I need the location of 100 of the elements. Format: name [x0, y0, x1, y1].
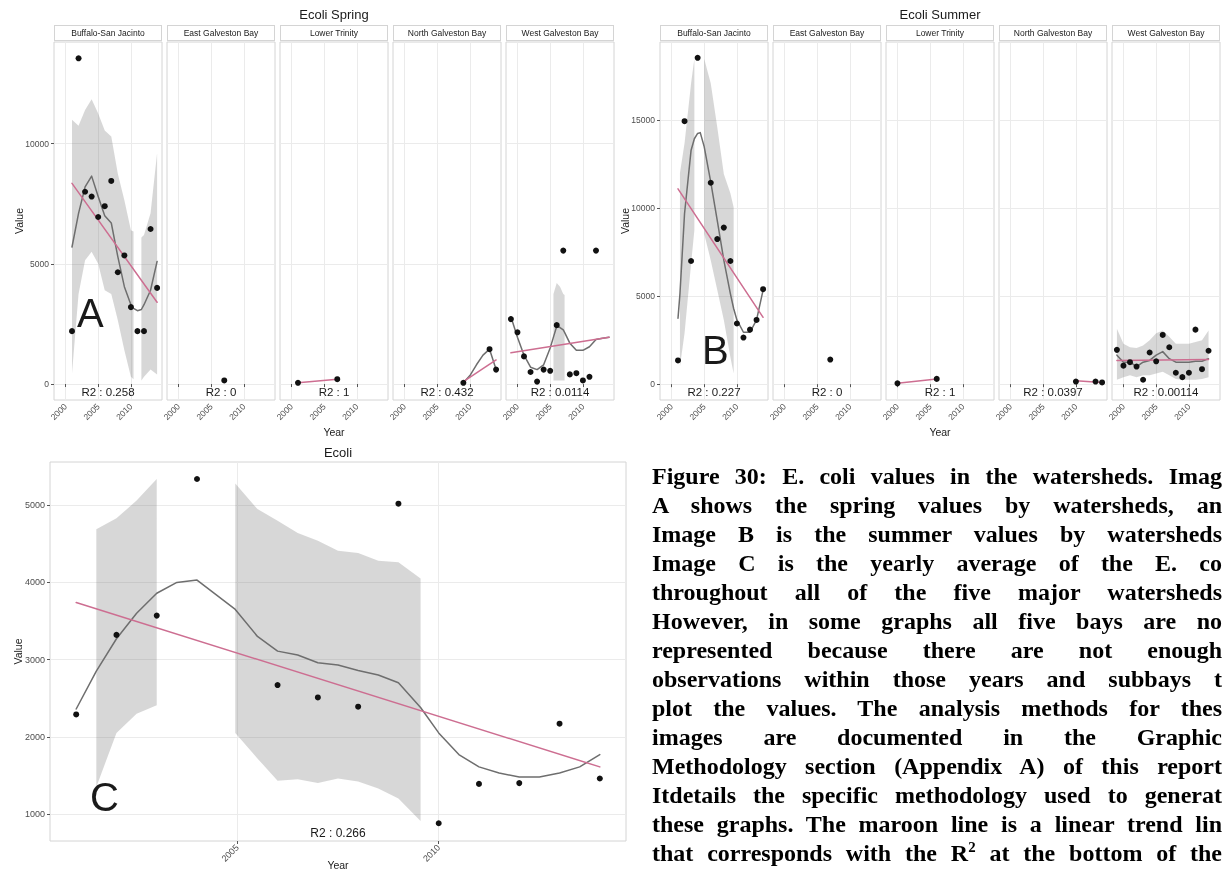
point	[88, 193, 95, 200]
point	[121, 252, 128, 259]
caption: Figure 30: E. coli values in the watersheds. Imag	[652, 462, 1222, 491]
text: images are documented in the Graphic	[652, 723, 1222, 752]
y-tick-label: 15000	[631, 115, 656, 126]
point	[1199, 366, 1205, 373]
point	[1140, 376, 1147, 383]
point	[707, 179, 714, 186]
point	[69, 328, 75, 335]
point	[675, 357, 681, 364]
y-tick-label: 10000	[631, 203, 656, 214]
point	[560, 247, 567, 254]
chart-subtitle: Lower Trinity	[886, 25, 994, 41]
point	[566, 371, 573, 378]
chart-subtitle: East Galveston Bay	[167, 25, 275, 41]
x-axis-title: Year	[327, 858, 350, 871]
point	[1192, 326, 1199, 333]
point	[1146, 349, 1153, 356]
point	[514, 329, 521, 336]
y-tick-label: 4000	[24, 577, 45, 588]
y-tick-label: 0	[650, 379, 656, 390]
point	[475, 780, 482, 787]
annotation: A	[77, 291, 104, 335]
point	[127, 304, 134, 311]
annotation: R2 : 1	[318, 386, 350, 398]
text: Itdetails the specific methodology used to generat	[652, 781, 1222, 810]
point	[688, 258, 695, 265]
y-tick-label: 5000	[30, 258, 50, 269]
point	[720, 224, 727, 231]
text: A shows the spring values by watersheds, an	[652, 491, 1222, 520]
text: observations within those years and subbays t	[652, 665, 1222, 694]
annotation: R2 : 0.227	[687, 386, 741, 398]
y-tick-label: 5000	[24, 500, 45, 511]
chart-subtitle: North Galveston Bay	[393, 25, 501, 41]
annotation: R2 : 0	[811, 386, 843, 398]
point	[733, 320, 740, 327]
text: throughout all of the five major watersheds	[652, 578, 1222, 607]
chart-subtitle: East Galveston Bay	[773, 25, 881, 41]
annotation: C	[90, 775, 119, 819]
annotation: R2 : 0.258	[81, 386, 135, 398]
annotation: R2 : 0	[205, 386, 237, 398]
point	[740, 334, 747, 341]
point	[435, 820, 442, 827]
annotation: R2 : 0.00114	[1133, 386, 1200, 398]
point	[681, 118, 688, 125]
chart-title: Ecoli	[323, 444, 353, 460]
chart-subtitle: Buffalo-San Jacinto	[54, 25, 162, 41]
point	[586, 373, 593, 380]
point	[547, 367, 554, 374]
point	[114, 269, 121, 276]
point	[1159, 331, 1166, 338]
point	[194, 475, 201, 482]
point	[95, 213, 102, 220]
point	[694, 54, 701, 61]
point	[1127, 359, 1133, 366]
y-axis-title: Value	[11, 638, 24, 665]
chart-subtitle: Lower Trinity	[280, 25, 388, 41]
text: plot the values. The analysis methods for thes	[652, 694, 1222, 723]
point	[579, 377, 586, 384]
point	[108, 177, 115, 184]
y-tick-label: 0	[44, 379, 50, 390]
point	[534, 378, 541, 385]
point	[1133, 363, 1140, 370]
point	[274, 682, 281, 689]
point	[113, 631, 120, 638]
point	[521, 353, 527, 360]
chart-subtitle: Buffalo-San Jacinto	[660, 25, 768, 41]
chart-subtitle: West Galveston Bay	[1112, 25, 1220, 41]
x-axis-title: Year	[929, 425, 952, 438]
point	[154, 284, 161, 291]
point	[540, 366, 547, 373]
point	[1185, 369, 1192, 376]
line-series	[75, 579, 601, 778]
point	[134, 328, 141, 335]
y-axis-title: Value	[12, 207, 25, 235]
text: However, in some graphs all five bays are no	[652, 607, 1222, 636]
point	[153, 612, 160, 619]
point	[141, 328, 147, 335]
point	[596, 775, 603, 782]
annotation: R2 : 0.266	[310, 826, 367, 840]
point	[1172, 369, 1179, 376]
text: Image B is the summer values by watersheds	[652, 520, 1222, 549]
point	[507, 316, 514, 323]
text: Methodology section (Appendix A) of this report	[652, 752, 1222, 781]
annotation: R2 : 0.0114	[530, 386, 590, 398]
point	[355, 703, 362, 710]
point	[395, 500, 402, 507]
y-tick-label: 1000	[24, 808, 45, 819]
chart-title: Ecoli Spring	[299, 6, 369, 22]
chart-subtitle: West Galveston Bay	[506, 25, 614, 41]
point	[753, 316, 760, 323]
text: Image C is the yearly average of the E. co	[652, 549, 1222, 578]
point	[727, 258, 734, 265]
annotation: B	[702, 328, 729, 372]
chart-title: Ecoli Summer	[899, 6, 982, 22]
point	[553, 322, 560, 329]
point	[1179, 374, 1186, 381]
point	[82, 188, 89, 195]
point	[747, 326, 753, 333]
point	[760, 286, 767, 293]
